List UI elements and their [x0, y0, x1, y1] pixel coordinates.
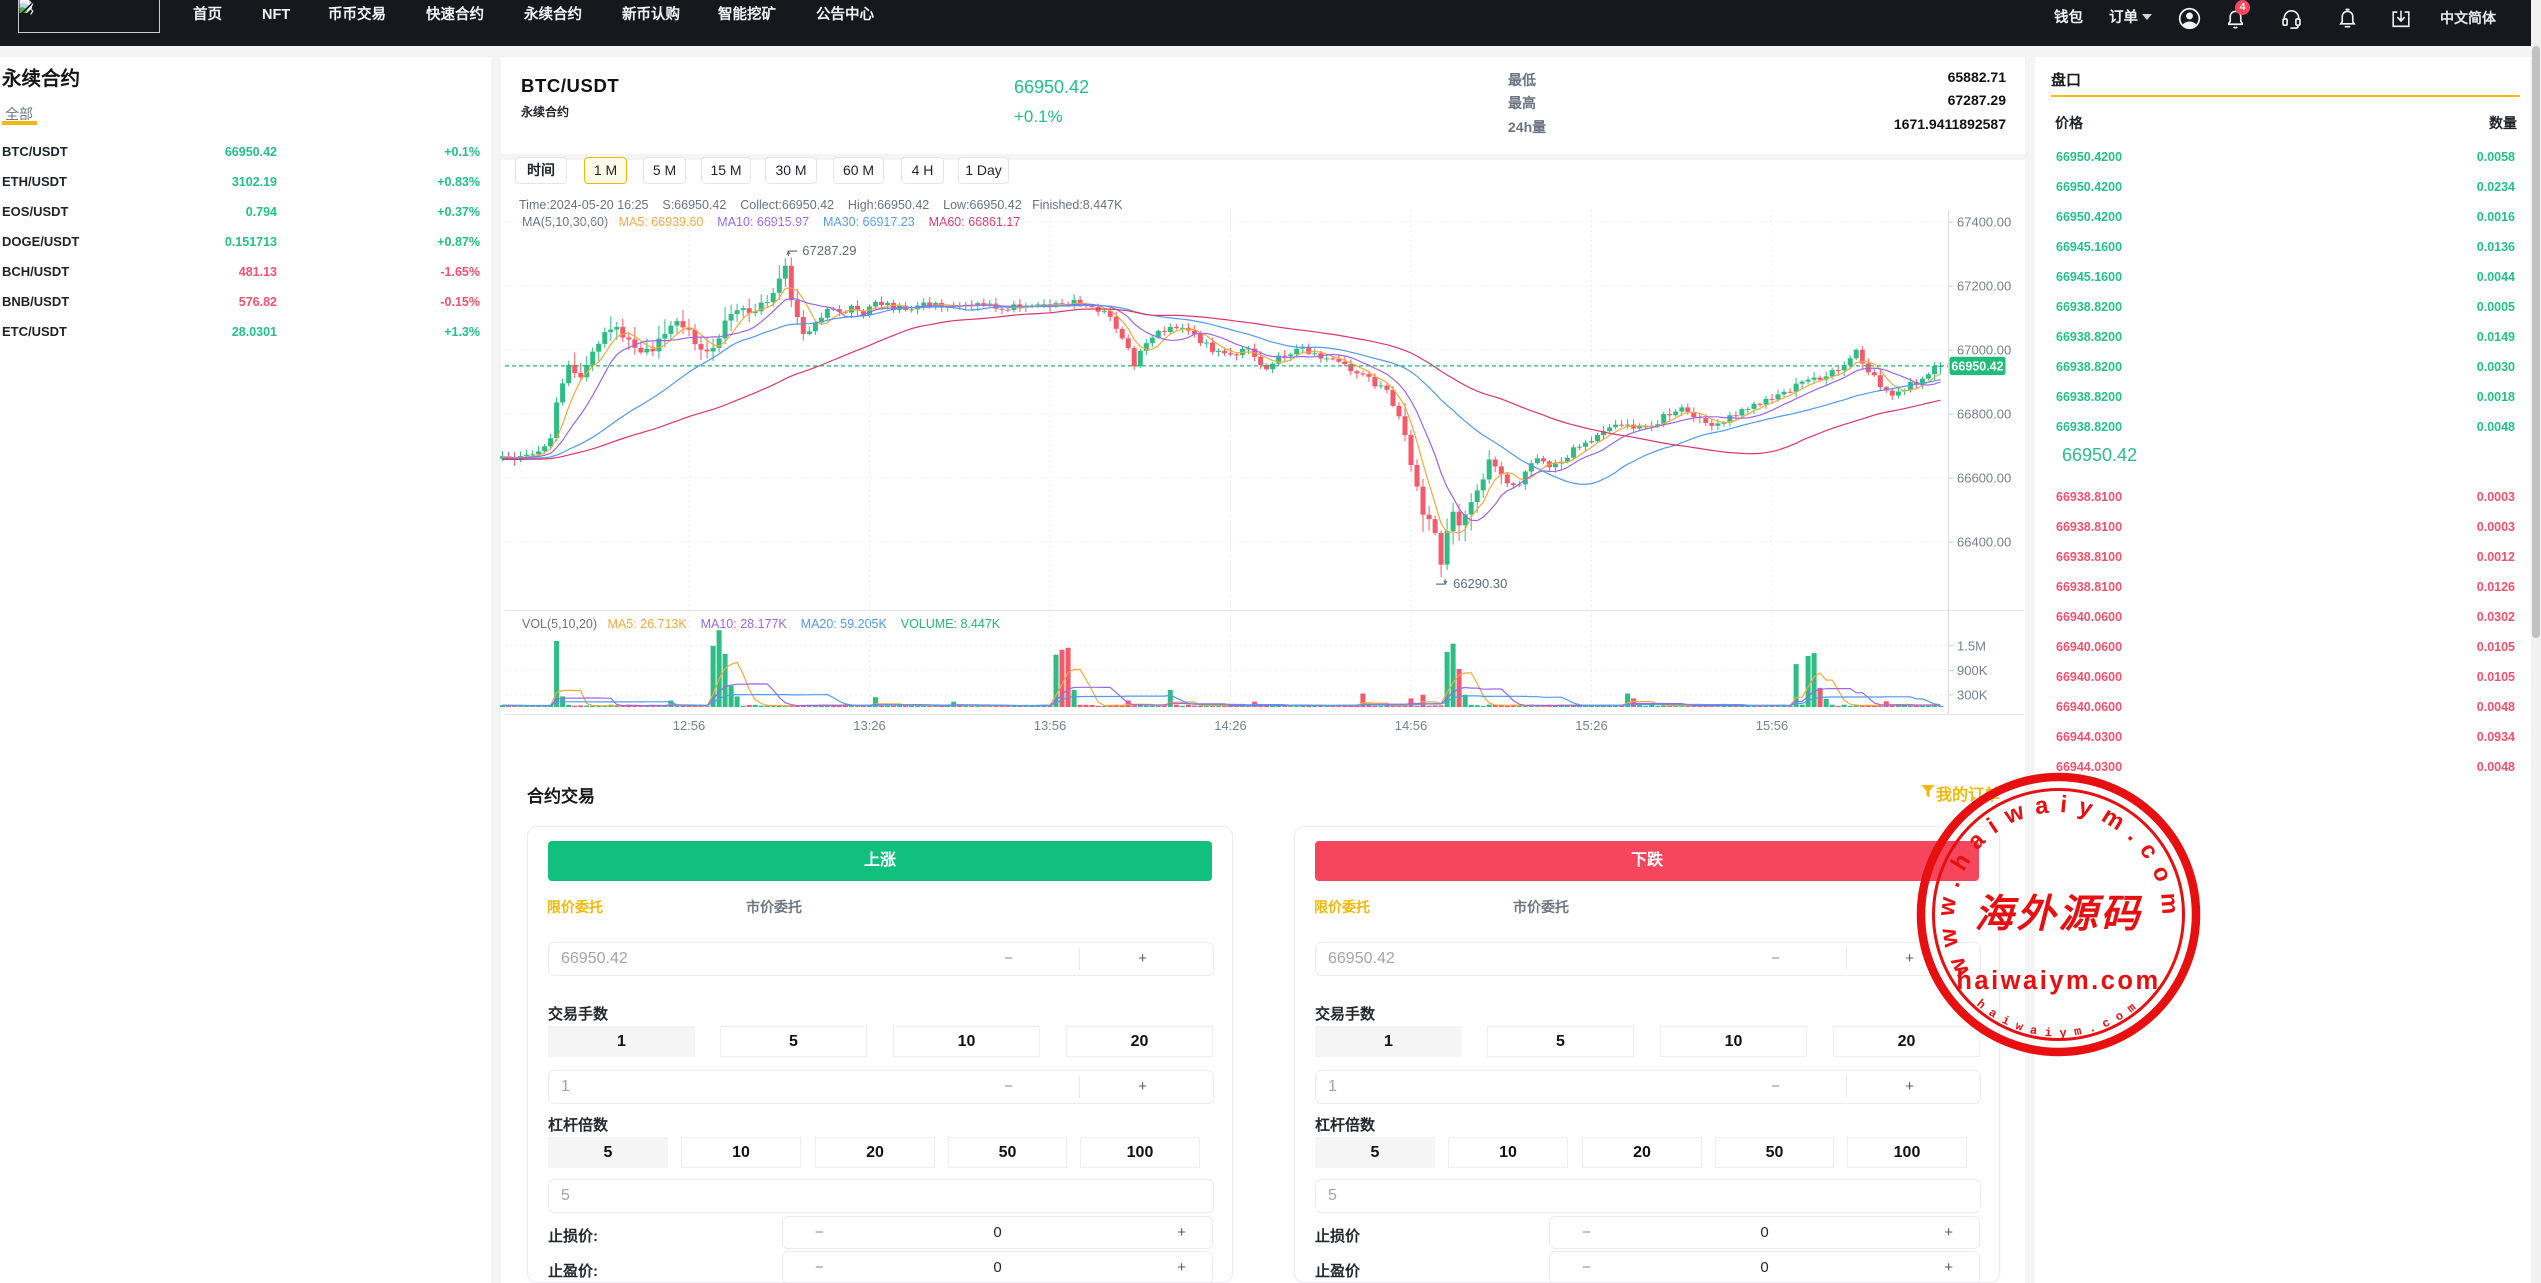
svg-text:66290.30: 66290.30	[1453, 576, 1507, 591]
svg-text:1.5M: 1.5M	[1957, 638, 1986, 653]
svg-text:900K: 900K	[1957, 663, 1988, 678]
svg-text:66600.00: 66600.00	[1957, 471, 2011, 486]
svg-text:海外源码: 海外源码	[1974, 893, 2142, 936]
svg-text:12:56: 12:56	[673, 718, 706, 733]
svg-text:67200.00: 67200.00	[1957, 279, 2011, 294]
svg-text:67000.00: 67000.00	[1957, 343, 2011, 358]
svg-text:15:26: 15:26	[1575, 718, 1608, 733]
svg-text:www.haiwaiym.com: www.haiwaiym.com	[1933, 791, 2185, 982]
svg-text:67287.29: 67287.29	[802, 243, 856, 258]
svg-text:haiwaiym.com: haiwaiym.com	[1956, 967, 2160, 995]
svg-text:300K: 300K	[1957, 687, 1988, 702]
svg-text:13:26: 13:26	[853, 718, 886, 733]
svg-text:15:56: 15:56	[1756, 718, 1789, 733]
svg-text:14:26: 14:26	[1214, 718, 1247, 733]
svg-text:13:56: 13:56	[1034, 718, 1067, 733]
svg-text:66400.00: 66400.00	[1957, 535, 2011, 550]
svg-text:67400.00: 67400.00	[1957, 215, 2011, 230]
svg-text:66800.00: 66800.00	[1957, 407, 2011, 422]
svg-text:66950.42: 66950.42	[1951, 359, 2003, 373]
svg-text:14:56: 14:56	[1395, 718, 1428, 733]
